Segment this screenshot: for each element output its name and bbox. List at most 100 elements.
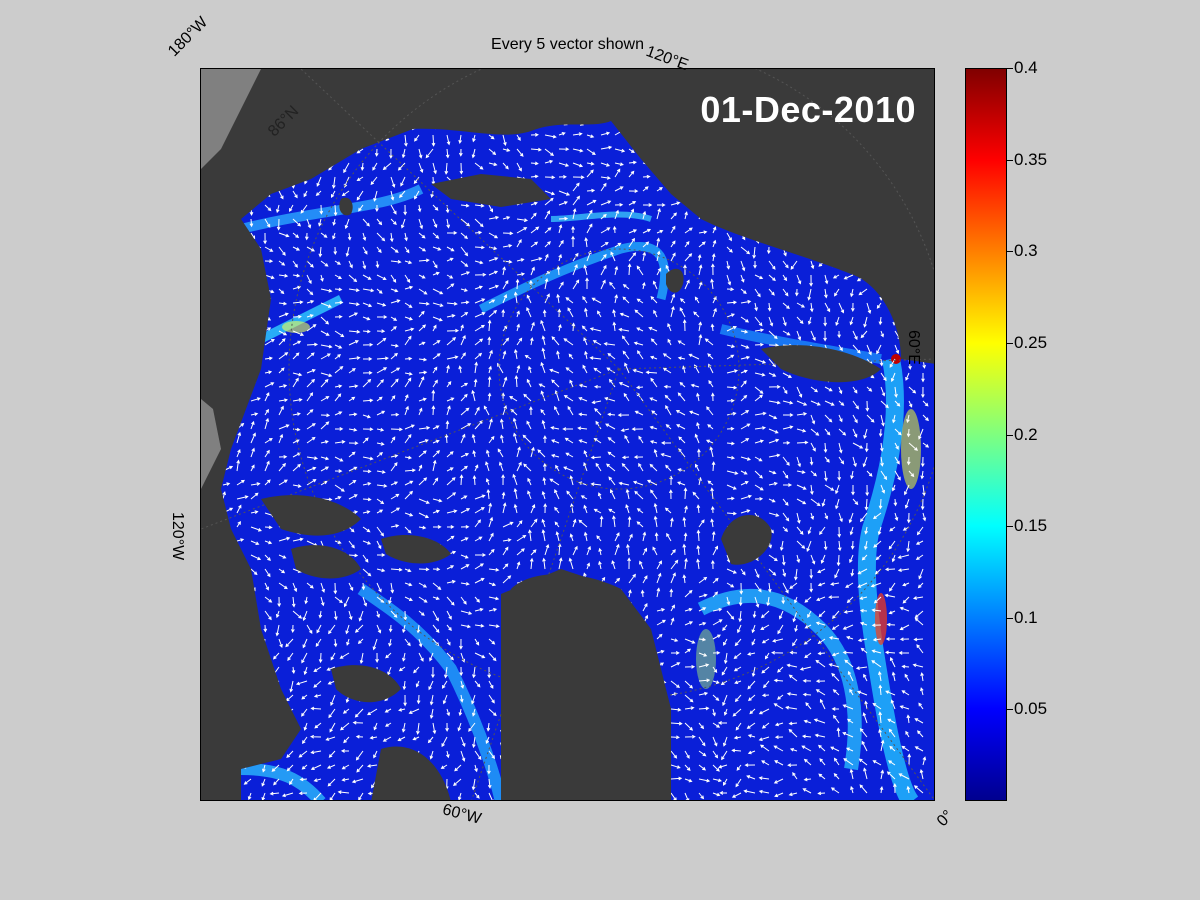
drift-vector xyxy=(390,507,401,514)
drift-vector xyxy=(684,557,688,570)
drift-vector xyxy=(292,340,302,346)
drift-vector xyxy=(376,483,388,488)
drift-vector xyxy=(306,218,312,229)
drift-vector xyxy=(516,461,522,472)
drift-vector xyxy=(306,409,314,416)
drift-vector xyxy=(845,747,854,752)
drift-vector xyxy=(418,274,426,279)
drift-vector xyxy=(712,792,721,797)
drift-vector xyxy=(376,526,385,537)
drift-vector xyxy=(400,176,406,187)
lon-label-120w: 120°W xyxy=(169,512,186,561)
drift-vector xyxy=(894,512,899,522)
drift-vector xyxy=(920,672,924,682)
drift-vector xyxy=(633,455,644,459)
drift-vector xyxy=(306,342,319,347)
drift-vector xyxy=(306,466,317,472)
drift-vector xyxy=(568,557,574,570)
land-island xyxy=(261,495,361,536)
drift-vector xyxy=(859,784,868,794)
drift-vector xyxy=(572,264,578,276)
drift-vector xyxy=(343,736,350,744)
drift-vector xyxy=(441,736,448,748)
drift-vector xyxy=(782,568,787,578)
drift-vector xyxy=(334,484,345,492)
drift-vector xyxy=(726,385,738,390)
drift-vector xyxy=(572,195,581,206)
drift-vector xyxy=(418,301,430,306)
drift-vector xyxy=(400,218,406,229)
drift-vector xyxy=(486,722,491,732)
drift-vector xyxy=(803,758,812,766)
drift-vector xyxy=(785,705,798,710)
drift-vector xyxy=(872,637,882,642)
drift-vector xyxy=(618,382,630,388)
drift-vector xyxy=(904,673,910,682)
drift-vector xyxy=(670,776,683,781)
drift-vector xyxy=(739,582,744,595)
drift-vector xyxy=(792,638,798,647)
drift-vector xyxy=(906,428,911,438)
drift-vector xyxy=(572,132,583,136)
drift-vector xyxy=(914,718,924,724)
drift-vector xyxy=(650,355,658,360)
drift-vector xyxy=(530,549,537,556)
drift-vector xyxy=(636,521,644,528)
drift-vector xyxy=(278,352,289,360)
drift-vector xyxy=(264,417,270,430)
drift-vector xyxy=(656,572,662,584)
drift-vector xyxy=(261,778,266,787)
drift-vector xyxy=(556,350,560,360)
drift-vector xyxy=(922,414,929,422)
drift-vector xyxy=(330,694,336,706)
drift-vector xyxy=(343,596,350,608)
drift-vector xyxy=(474,623,485,628)
drift-vector xyxy=(622,296,630,304)
drift-vector xyxy=(796,412,808,416)
colorbar-tick-label: 0.3 xyxy=(1014,241,1038,261)
drift-vector xyxy=(712,651,721,655)
drift-vector xyxy=(375,204,379,213)
drift-vector xyxy=(794,596,798,604)
drift-vector xyxy=(404,335,412,346)
drift-vector xyxy=(320,596,325,607)
drift-vector xyxy=(907,753,912,766)
drift-vector xyxy=(740,355,751,360)
drift-vector xyxy=(524,354,532,360)
drift-vector xyxy=(819,526,826,536)
drift-vector xyxy=(474,750,482,761)
drift-vector xyxy=(306,352,315,360)
drift-vector xyxy=(736,764,742,771)
drift-vector xyxy=(488,694,495,704)
colorbar-tick-label: 0.35 xyxy=(1014,149,1048,169)
drift-vector xyxy=(348,274,358,283)
drift-vector xyxy=(404,568,412,573)
drift-vector xyxy=(610,251,616,262)
drift-vector xyxy=(696,558,700,570)
drift-vector xyxy=(600,182,607,192)
drift-vector xyxy=(388,596,392,605)
drift-vector xyxy=(777,666,784,673)
drift-vector xyxy=(906,714,911,724)
drift-vector xyxy=(848,512,854,524)
drift-vector xyxy=(768,428,779,434)
drift-vector xyxy=(488,162,498,167)
drift-vector xyxy=(558,174,567,179)
lon-label-60w: 60°W xyxy=(440,801,483,828)
drift-vector xyxy=(831,707,840,711)
drift-vector xyxy=(796,274,802,285)
drift-vector xyxy=(698,230,708,234)
drift-vector xyxy=(306,324,317,332)
drift-vector xyxy=(474,680,481,688)
drift-vector xyxy=(390,462,398,472)
drift-vector xyxy=(355,734,364,739)
drift-vector xyxy=(418,370,428,375)
drift-vector xyxy=(663,384,672,389)
drift-vector xyxy=(446,218,451,229)
drift-vector xyxy=(376,337,387,346)
drift-vector xyxy=(586,223,593,234)
drift-vector xyxy=(418,310,425,318)
drift-vector xyxy=(278,273,289,278)
drift-vector xyxy=(754,342,764,347)
drift-vector xyxy=(710,392,715,402)
